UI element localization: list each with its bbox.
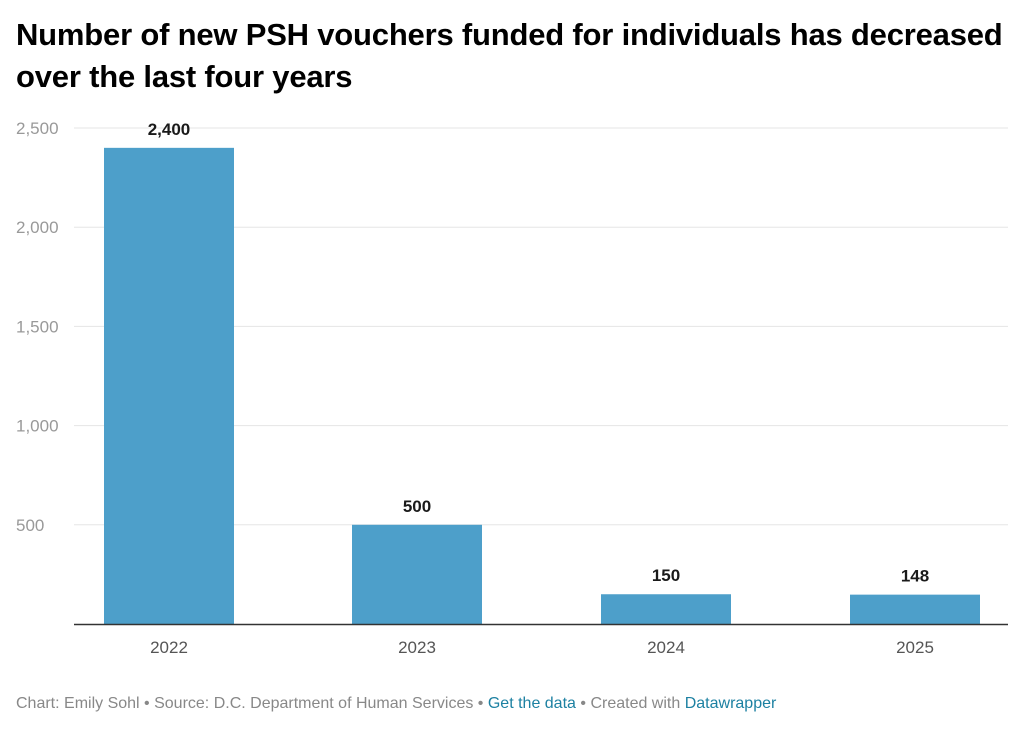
y-tick-label: 500 bbox=[16, 516, 44, 535]
bar-value-label: 148 bbox=[901, 567, 929, 586]
y-tick-label: 2,000 bbox=[16, 218, 59, 237]
footer-separator: • bbox=[477, 695, 484, 712]
chart-footer: Chart: Emily Sohl • Source: D.C. Departm… bbox=[16, 695, 776, 713]
bar bbox=[352, 524, 482, 624]
datawrapper-link[interactable]: Datawrapper bbox=[684, 695, 777, 712]
created-with-text: Created with bbox=[590, 695, 681, 712]
bar-value-label: 500 bbox=[403, 497, 431, 516]
bar bbox=[104, 147, 234, 624]
y-axis-ticks: 500 1,000 1,500 2,000 2,500 bbox=[16, 119, 59, 535]
footer-separator: • bbox=[144, 695, 150, 712]
bars bbox=[104, 147, 980, 624]
bar-value-label: 150 bbox=[652, 566, 680, 585]
x-tick-label: 2023 bbox=[398, 638, 436, 657]
x-tick-label: 2025 bbox=[896, 638, 934, 657]
x-tick-label: 2022 bbox=[150, 638, 188, 657]
value-labels: 2,400 500 150 148 bbox=[148, 120, 929, 586]
bar bbox=[601, 594, 731, 624]
x-tick-label: 2024 bbox=[647, 638, 685, 657]
footer-separator: • bbox=[580, 695, 586, 712]
chart-credit: Chart: Emily Sohl bbox=[16, 695, 140, 712]
get-the-data-link[interactable]: Get the data bbox=[487, 695, 576, 712]
bar-value-label: 2,400 bbox=[148, 120, 191, 139]
y-tick-label: 1,500 bbox=[16, 317, 59, 336]
chart-title: Number of new PSH vouchers funded for in… bbox=[16, 17, 1003, 94]
y-tick-label: 1,000 bbox=[16, 417, 59, 436]
y-tick-label: 2,500 bbox=[16, 119, 59, 138]
source-note: Source: D.C. Department of Human Service… bbox=[154, 695, 474, 712]
bar bbox=[850, 594, 980, 624]
x-axis-ticks: 2022 2023 2024 2025 bbox=[150, 638, 934, 657]
